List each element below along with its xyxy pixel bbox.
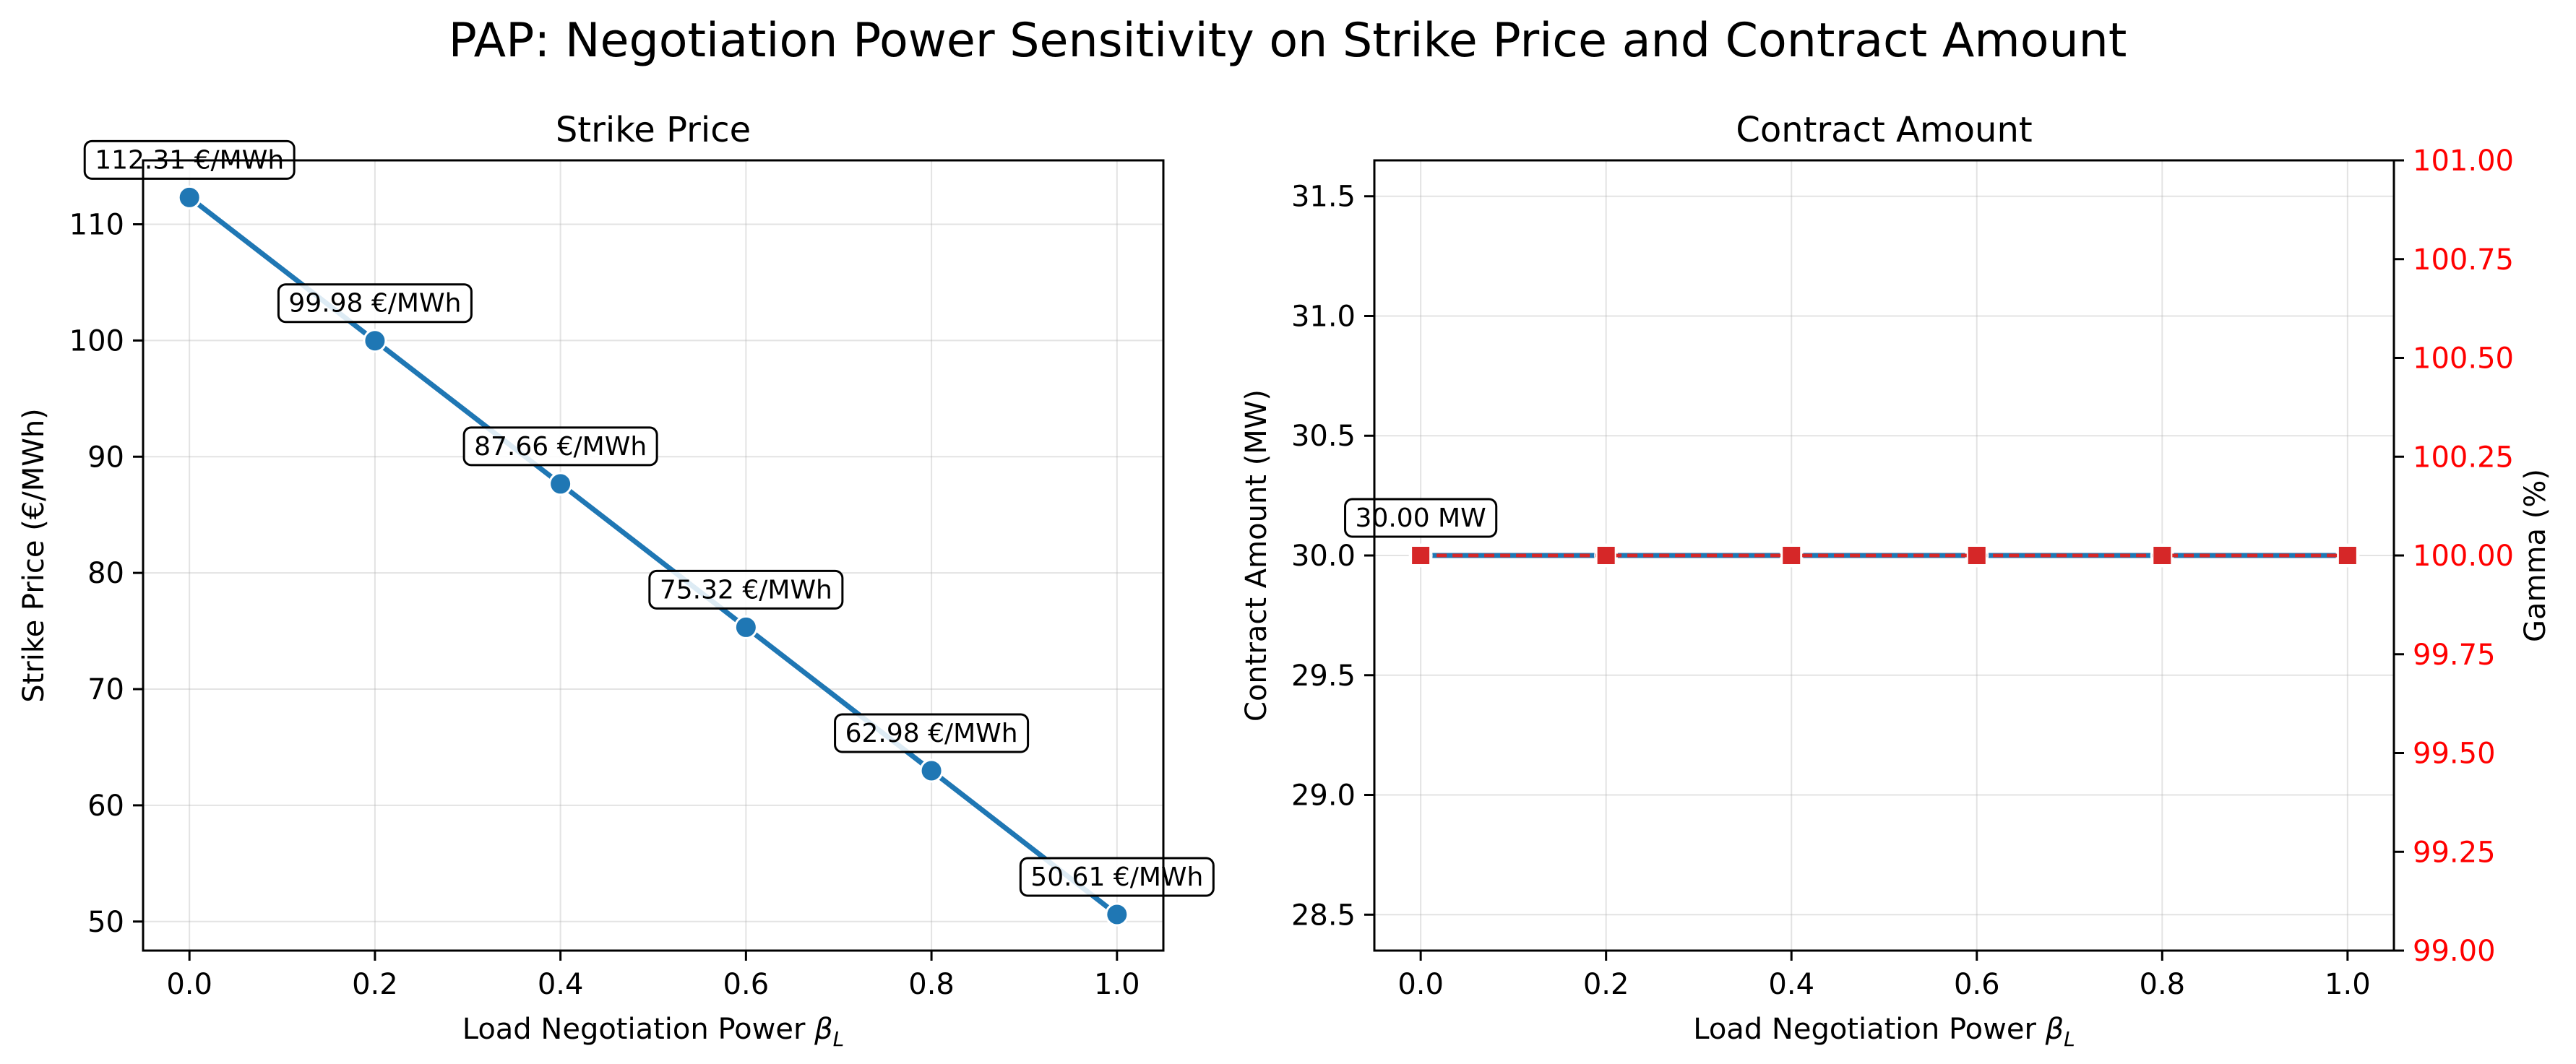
- x-tick-label: 0.6: [723, 968, 770, 1001]
- gamma-point: [1781, 545, 1802, 566]
- data-label-box: [834, 713, 1030, 753]
- y-tick-label: 100: [69, 324, 124, 358]
- gamma-tick-label: 99.25: [2413, 836, 2496, 869]
- contract-amount-x-axis-label: Load Negotiation Power βL: [1693, 1013, 2075, 1051]
- y-tick-label: 60: [87, 790, 124, 823]
- gamma-tick-label: 100.25: [2413, 441, 2514, 474]
- gamma-point: [1595, 545, 1616, 566]
- gamma-tick-label: 100.00: [2413, 540, 2514, 573]
- strike-price-point: [177, 185, 202, 209]
- gamma-tick-label: 100.75: [2413, 243, 2514, 277]
- y-tick-label: 80: [87, 557, 124, 590]
- x-tick-label: 0.2: [352, 968, 398, 1001]
- y-tick-label: 110: [69, 208, 124, 241]
- data-label-box: [1344, 498, 1498, 538]
- contract-amount-series: [1408, 543, 2360, 568]
- data-label: 99.98 €/MWh: [288, 289, 461, 319]
- x-axis-label-symbol: β: [2045, 1013, 2064, 1046]
- x-tick-label: 0.6: [1954, 968, 2000, 1001]
- gamma-point: [2337, 545, 2358, 566]
- strike-price-x-axis-label: Load Negotiation Power βL: [462, 1013, 845, 1051]
- figure-title: PAP: Negotiation Power Sensitivity on St…: [449, 14, 2127, 68]
- x-tick-label: 0.8: [908, 968, 955, 1001]
- strike-price-y-axis-label: Strike Price (€/MWh): [17, 408, 51, 703]
- gamma-point: [2152, 545, 2173, 566]
- data-label: 75.32 €/MWh: [660, 575, 832, 605]
- gamma-tick-label: 99.50: [2413, 738, 2496, 771]
- x-tick-label: 0.4: [1768, 968, 1814, 1001]
- data-label: 50.61 €/MWh: [1030, 862, 1203, 892]
- x-axis-label-text: Load Negotiation Power: [1693, 1013, 2045, 1046]
- data-label-box: [1019, 857, 1215, 897]
- data-label: 62.98 €/MWh: [845, 719, 1018, 748]
- strike-price-axes-frame: [142, 159, 1165, 952]
- strike-price-y-ticks: 50 60 70 80 90 100 110: [69, 208, 143, 939]
- x-tick-label: 0.4: [538, 968, 584, 1001]
- y-tick-label: 31.0: [1291, 300, 1356, 333]
- strike-price-point: [1105, 902, 1129, 927]
- contract-amount-annotations: 30.00 MW: [1344, 498, 1498, 538]
- data-label-box: [648, 569, 844, 610]
- contract-amount-x-ticks: 0.0 0.2 0.4 0.6 0.8 1.0: [1397, 951, 2371, 1001]
- gamma-point: [1410, 545, 1431, 566]
- x-tick-label: 1.0: [1094, 968, 1140, 1001]
- y-tick-label: 30.0: [1291, 540, 1356, 573]
- contract-amount-y-axis-label: Contract Amount (MW): [1240, 389, 1273, 722]
- strike-price-title: Strike Price: [556, 110, 751, 150]
- gamma-y-ticks: 99.00 99.25 99.50 99.75 100.00 100.25 100.50 10…: [2394, 144, 2514, 968]
- x-axis-label-symbol: β: [814, 1013, 833, 1046]
- data-label: 30.00 MW: [1356, 503, 1486, 533]
- strike-price-point: [733, 615, 758, 639]
- contract-amount-chart: 30.00 MW 0.0 0.2 0.4 0.6 0.8 1.0 28.5 29.0 29.5…: [1240, 110, 2552, 1051]
- strike-price-point: [363, 329, 387, 353]
- y-tick-label: 30.5: [1291, 420, 1356, 453]
- data-label: 87.66 €/MWh: [474, 432, 647, 462]
- x-axis-label-text: Load Negotiation Power: [462, 1013, 814, 1046]
- y-tick-label: 29.5: [1291, 659, 1356, 693]
- strike-price-point: [919, 758, 944, 783]
- strike-price-point: [548, 472, 573, 496]
- y-tick-label: 31.5: [1291, 181, 1356, 214]
- x-tick-label: 0.8: [2140, 968, 2186, 1001]
- y-tick-label: 29.0: [1291, 779, 1356, 813]
- gamma-point: [1966, 545, 1987, 566]
- x-tick-label: 0.2: [1583, 968, 1629, 1001]
- data-label-box: [277, 283, 473, 324]
- contract-amount-y-ticks: 28.5 29.0 29.5 30.0 30.5 31.0 31.5: [1291, 181, 1374, 932]
- gamma-tick-label: 101.00: [2413, 144, 2514, 178]
- y-tick-label: 28.5: [1291, 899, 1356, 932]
- x-tick-label: 1.0: [2325, 968, 2371, 1001]
- x-tick-label: 0.0: [1397, 968, 1444, 1001]
- strike-price-x-ticks: 0.0 0.2 0.4 0.6 0.8 1.0: [166, 951, 1140, 1001]
- gamma-tick-label: 100.50: [2413, 342, 2514, 376]
- gamma-tick-label: 99.00: [2413, 935, 2496, 968]
- y-tick-label: 50: [87, 906, 124, 939]
- x-axis-label-subscript: L: [833, 1027, 845, 1051]
- y-tick-label: 70: [87, 673, 124, 706]
- x-axis-label-subscript: L: [2064, 1027, 2075, 1051]
- gamma-tick-label: 99.75: [2413, 639, 2496, 672]
- contract-amount-title: Contract Amount: [1736, 110, 2032, 150]
- x-tick-label: 0.0: [166, 968, 212, 1001]
- gamma-y-axis-label: Gamma (%): [2519, 469, 2552, 642]
- data-label-box: [462, 426, 658, 467]
- y-tick-label: 90: [87, 441, 124, 474]
